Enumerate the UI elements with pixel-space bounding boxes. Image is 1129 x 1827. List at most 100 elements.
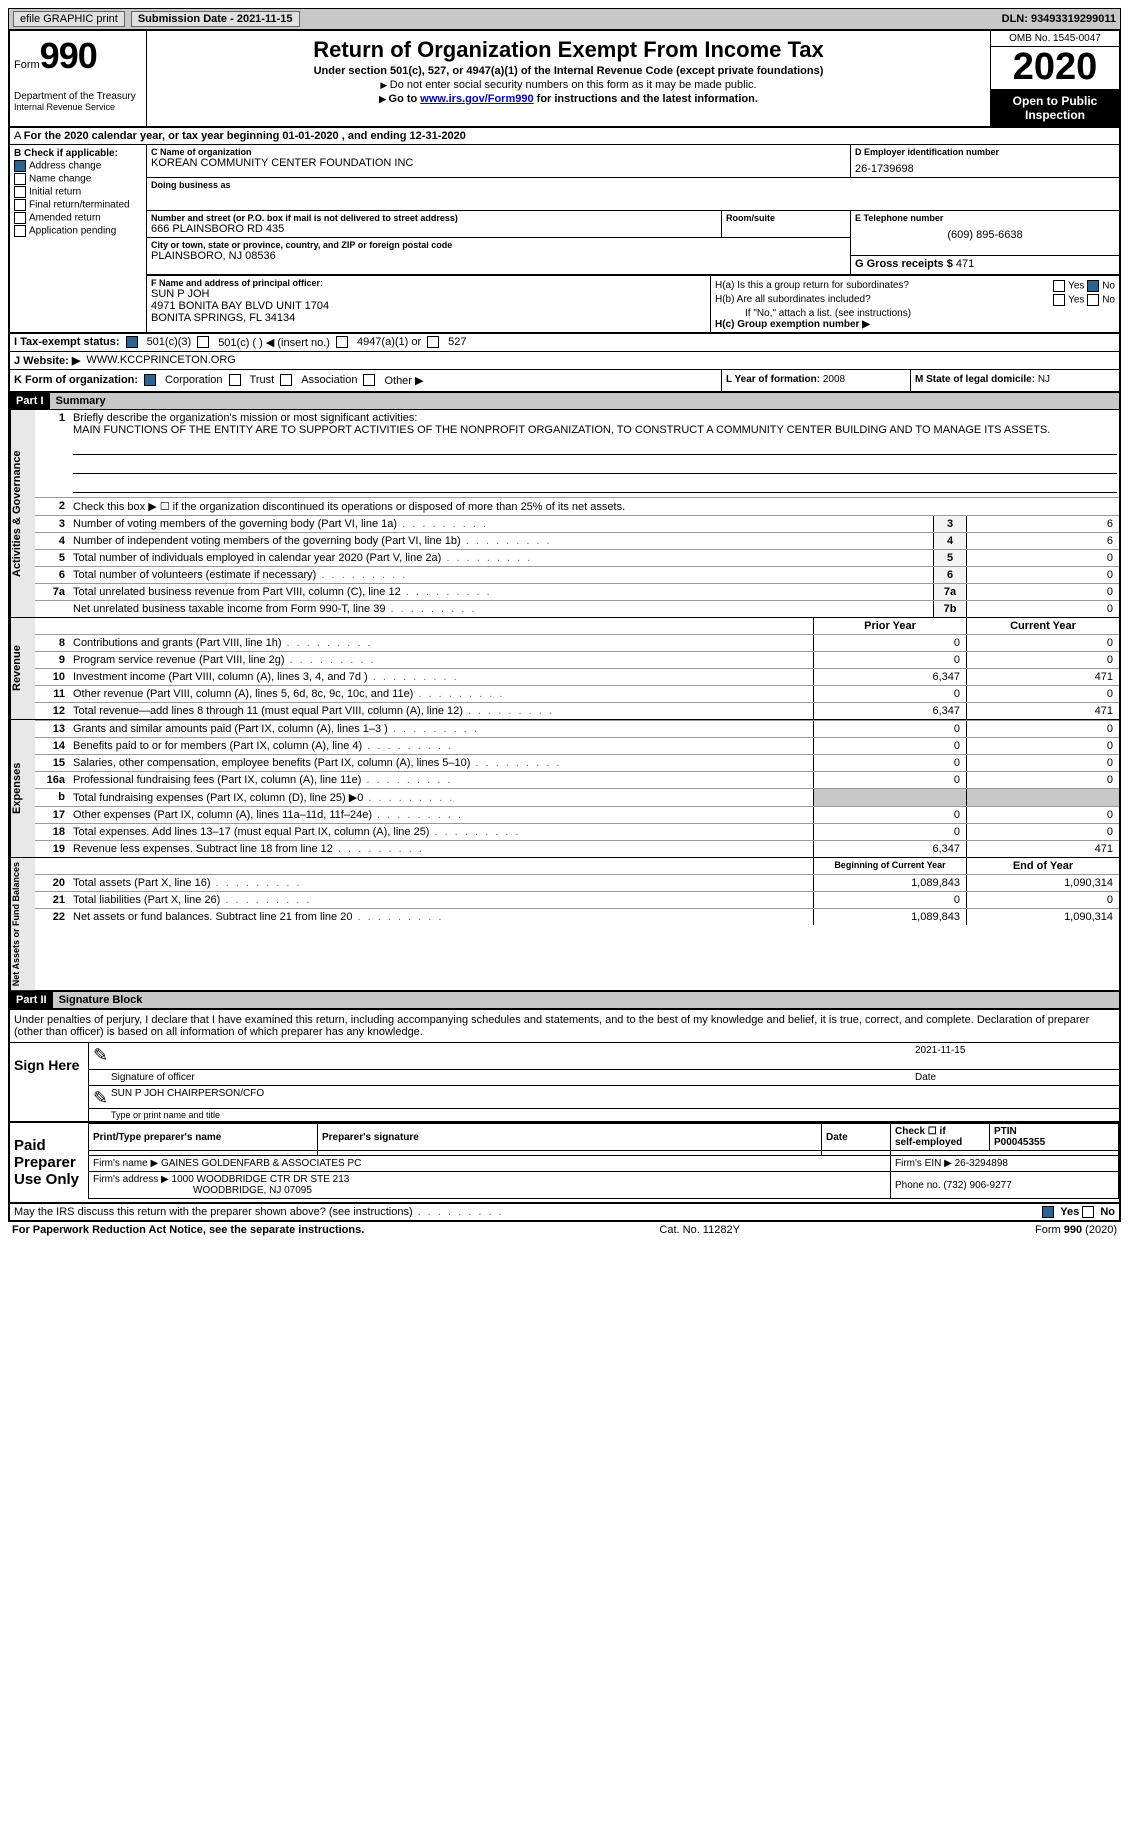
firm-name: GAINES GOLDENFARB & ASSOCIATES PC xyxy=(161,1158,361,1169)
m-value: NJ xyxy=(1038,374,1050,385)
g-label: G Gross receipts $ xyxy=(855,258,953,270)
room-label: Room/suite xyxy=(726,213,846,223)
top-bar: efile GRAPHIC print Submission Date - 20… xyxy=(8,8,1121,29)
d-ein-value: 26-1739698 xyxy=(855,163,1115,175)
k-row: K Form of organization: Corporation Trus… xyxy=(10,369,1119,391)
goto-prefix: Go to xyxy=(379,93,420,105)
street-cell: Number and street (or P.O. box if mail i… xyxy=(147,211,722,237)
line-item: 21Total liabilities (Part X, line 26)00 xyxy=(35,891,1119,908)
form-word: Form xyxy=(14,59,40,71)
e-phone-cell: E Telephone number (609) 895-6638 G Gros… xyxy=(851,211,1119,274)
dba-label: Doing business as xyxy=(151,180,1115,190)
firm-phone: (732) 906-9277 xyxy=(943,1180,1011,1191)
line-a-tax-year: A For the 2020 calendar year, or tax yea… xyxy=(10,128,1119,145)
begin-year-hdr: Beginning of Current Year xyxy=(813,858,966,874)
line-item: 19Revenue less expenses. Subtract line 1… xyxy=(35,840,1119,857)
firm-ein: 26-3294898 xyxy=(955,1158,1008,1169)
pen-icon-2: ✎ xyxy=(93,1088,111,1106)
mission-q: Briefly describe the organization's miss… xyxy=(73,412,417,424)
i-row: I Tax-exempt status: 501(c)(3) 501(c) ( … xyxy=(10,333,1119,351)
line-item: 18Total expenses. Add lines 13–17 (must … xyxy=(35,823,1119,840)
line-item: 22Net assets or fund balances. Subtract … xyxy=(35,908,1119,925)
gov-line: Net unrelated business taxable income fr… xyxy=(35,600,1119,617)
m-label: M State of legal domicile: xyxy=(915,374,1035,385)
b-checkbox-item[interactable]: Name change xyxy=(14,173,142,185)
part1-header: Part I xyxy=(10,393,50,409)
firm-addr1: 1000 WOODBRIDGE CTR DR STE 213 xyxy=(172,1174,350,1185)
city-label: City or town, state or province, country… xyxy=(151,240,846,250)
form-subtitle: Under section 501(c), 527, or 4947(a)(1)… xyxy=(151,65,986,77)
dept-treasury: Department of the Treasury xyxy=(14,91,142,102)
paperwork-notice: For Paperwork Reduction Act Notice, see … xyxy=(12,1224,364,1236)
side-net-assets: Net Assets or Fund Balances xyxy=(10,858,35,990)
side-expenses: Expenses xyxy=(10,720,35,857)
firm-addr2: WOODBRIDGE, NJ 07095 xyxy=(93,1185,312,1196)
i-501c3-checkbox[interactable] xyxy=(126,336,138,348)
line-item: bTotal fundraising expenses (Part IX, co… xyxy=(35,788,1119,806)
line-item: 13Grants and similar amounts paid (Part … xyxy=(35,720,1119,737)
line-item: 15Salaries, other compensation, employee… xyxy=(35,754,1119,771)
h-b-note: If "No," attach a list. (see instruction… xyxy=(715,308,1115,319)
line-item: 20Total assets (Part X, line 16)1,089,84… xyxy=(35,874,1119,891)
b-title: B Check if applicable: xyxy=(14,148,142,159)
gov-line: 7aTotal unrelated business revenue from … xyxy=(35,583,1119,600)
line-item: 9Program service revenue (Part VIII, lin… xyxy=(35,651,1119,668)
l-value: 2008 xyxy=(823,374,845,385)
irs-link[interactable]: www.irs.gov/Form990 xyxy=(420,93,533,105)
line-item: 8Contributions and grants (Part VIII, li… xyxy=(35,634,1119,651)
street-label: Number and street (or P.O. box if mail i… xyxy=(151,213,717,223)
sig-intro: Under penalties of perjury, I declare th… xyxy=(10,1008,1119,1042)
tax-year: 2020 xyxy=(991,47,1119,90)
pen-icon: ✎ xyxy=(93,1045,111,1067)
col-c-to-g: C Name of organization KOREAN COMMUNITY … xyxy=(147,145,1119,332)
line-item: 11Other revenue (Part VIII, column (A), … xyxy=(35,685,1119,702)
dept-irs: Internal Revenue Service xyxy=(14,102,142,112)
section-b-to-g: B Check if applicable: Address changeNam… xyxy=(10,145,1119,333)
prep-h3: Date xyxy=(822,1124,891,1151)
form-note-1: Do not enter social security numbers on … xyxy=(151,79,986,91)
line-item: 17Other expenses (Part IX, column (A), l… xyxy=(35,806,1119,823)
k-corp-checkbox[interactable] xyxy=(144,374,156,386)
current-year-hdr: Current Year xyxy=(966,618,1119,634)
prior-year-hdr: Prior Year xyxy=(813,618,966,634)
sig-officer-label: Signature of officer xyxy=(111,1072,915,1083)
side-governance: Activities & Governance xyxy=(10,410,35,617)
line-item: 16aProfessional fundraising fees (Part I… xyxy=(35,771,1119,788)
h-b-label: H(b) Are all subordinates included? xyxy=(715,294,871,306)
header-mid: Return of Organization Exempt From Incom… xyxy=(147,31,990,126)
line-item: 10Investment income (Part VIII, column (… xyxy=(35,668,1119,685)
form-title: Return of Organization Exempt From Incom… xyxy=(151,37,986,63)
omb-number: OMB No. 1545-0047 xyxy=(991,31,1119,47)
preparer-table: Print/Type preparer's name Preparer's si… xyxy=(88,1123,1119,1199)
sig-name-label: Type or print name and title xyxy=(89,1109,1119,1121)
b-checkbox-item[interactable]: Initial return xyxy=(14,186,142,198)
form-container: Form990 Department of the Treasury Inter… xyxy=(8,29,1121,1222)
c-name-value: KOREAN COMMUNITY CENTER FOUNDATION INC xyxy=(151,157,846,169)
side-revenue: Revenue xyxy=(10,618,35,719)
k-label: K Form of organization: xyxy=(14,374,138,386)
col-b-checkboxes: B Check if applicable: Address changeNam… xyxy=(10,145,147,332)
efile-print-button[interactable]: efile GRAPHIC print xyxy=(13,11,125,27)
j-label: J Website: ▶ xyxy=(14,354,80,367)
h-a-no-checkbox[interactable] xyxy=(1087,280,1099,292)
f-addr1: 4971 BONITA BAY BLVD UNIT 1704 xyxy=(151,300,706,312)
part2-header: Part II xyxy=(10,992,53,1008)
header-left: Form990 Department of the Treasury Inter… xyxy=(10,31,147,126)
prep-h2: Preparer's signature xyxy=(318,1124,822,1151)
h-cell: H(a) Is this a group return for subordin… xyxy=(711,276,1119,332)
d-ein-label: D Employer identification number xyxy=(855,147,1115,157)
h-c-label: H(c) Group exemption number ▶ xyxy=(715,319,1115,330)
line-item: 14Benefits paid to or for members (Part … xyxy=(35,737,1119,754)
b-checkbox-item[interactable]: Amended return xyxy=(14,212,142,224)
line-item: 12Total revenue—add lines 8 through 11 (… xyxy=(35,702,1119,719)
b-checkbox-item[interactable]: Address change xyxy=(14,160,142,172)
b-checkbox-item[interactable]: Application pending xyxy=(14,225,142,237)
goto-suffix: for instructions and the latest informat… xyxy=(534,93,758,105)
f-name: SUN P JOH xyxy=(151,288,706,300)
gov-line: 3Number of voting members of the governi… xyxy=(35,515,1119,532)
b-checkbox-item[interactable]: Final return/terminated xyxy=(14,199,142,211)
may-yes-checkbox[interactable] xyxy=(1042,1206,1054,1218)
form-number: 990 xyxy=(40,35,97,76)
sign-here-label: Sign Here xyxy=(10,1043,88,1121)
gov-line: 4Number of independent voting members of… xyxy=(35,532,1119,549)
